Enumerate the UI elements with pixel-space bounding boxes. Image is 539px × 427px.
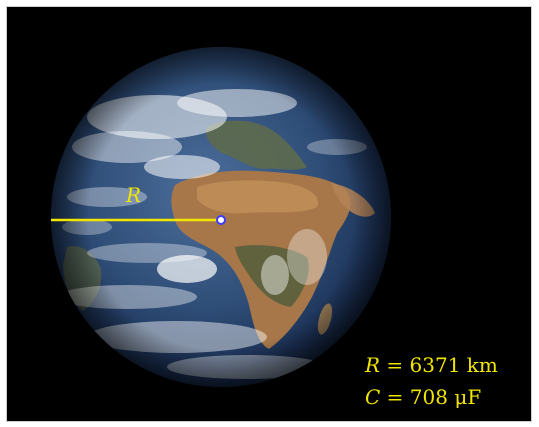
center-point-marker [216,215,226,225]
radius-readout-symbol: R [365,353,381,377]
radius-readout-value: 6371 km [409,353,498,377]
capacitance-readout: C = 708 μF [365,381,498,413]
capacitance-readout-value: 708 μF [409,385,482,409]
readout-panel: R = 6371 km C = 708 μF [365,349,498,413]
radius-readout: R = 6371 km [365,349,498,381]
capacitance-readout-equals: = [380,385,410,409]
image-frame: R R = 6371 km C = 708 μF [6,6,532,422]
radius-readout-equals: = [380,353,410,377]
radius-label: R [126,183,142,207]
capacitance-readout-symbol: C [365,385,381,409]
earth-globe-image [51,47,391,387]
